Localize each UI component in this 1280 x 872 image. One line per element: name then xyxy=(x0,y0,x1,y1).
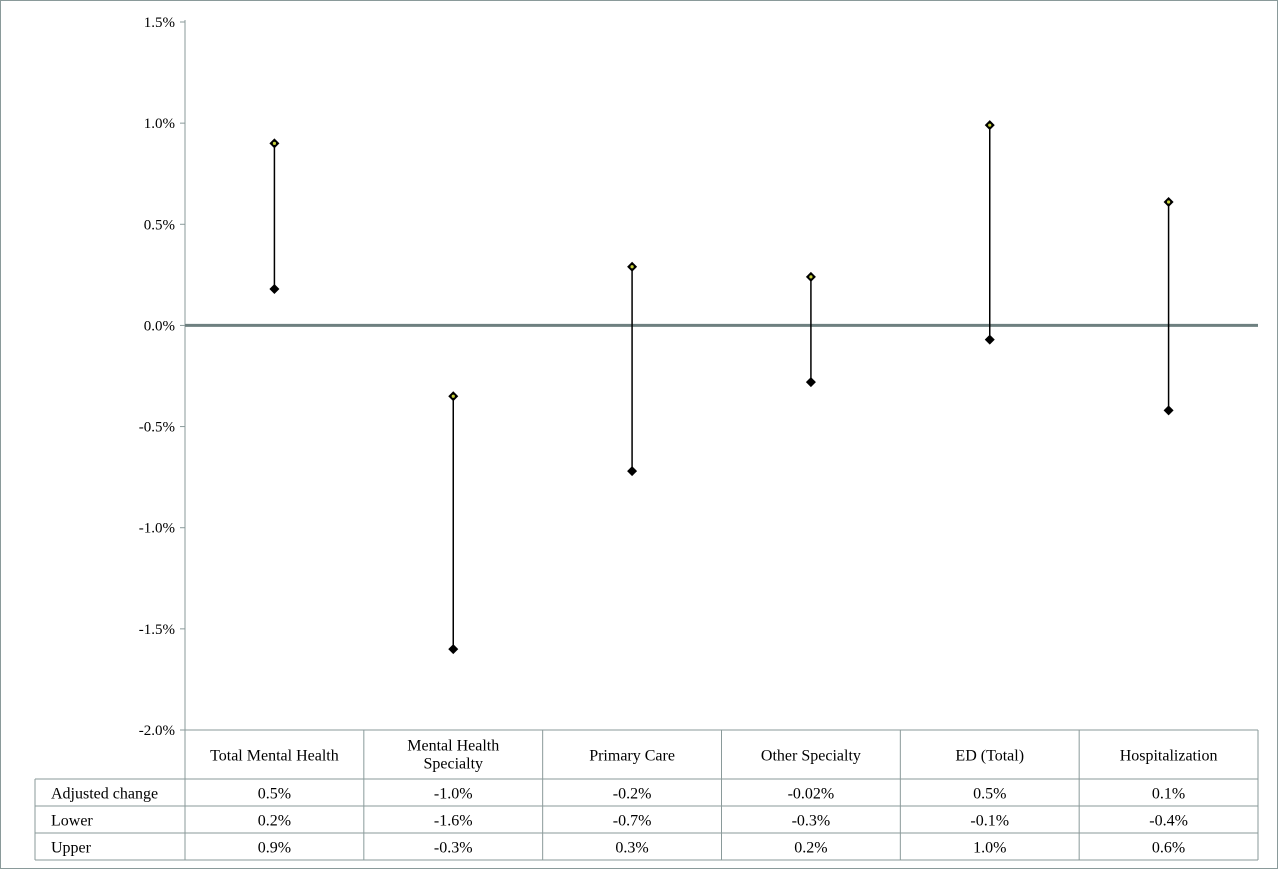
data-label: 0.9% xyxy=(258,840,291,857)
data-label: 0.2% xyxy=(258,813,291,830)
data-label: -0.7% xyxy=(613,813,652,830)
upper-marker-center xyxy=(809,275,813,279)
data-label: -0.4% xyxy=(1149,813,1188,830)
lower-marker xyxy=(627,466,638,477)
row-label: Lower xyxy=(51,813,93,830)
y-tick-label: -2.0% xyxy=(139,723,175,739)
lower-marker xyxy=(984,334,995,345)
category-label: ED (Total) xyxy=(955,748,1024,765)
upper-marker-center xyxy=(630,265,634,269)
data-label: 0.5% xyxy=(973,786,1006,803)
data-label: -1.0% xyxy=(434,786,473,803)
data-label: 0.5% xyxy=(258,786,291,803)
data-label: -1.6% xyxy=(434,813,473,830)
category-label: Hospitalization xyxy=(1120,748,1218,765)
y-tick-label: 0.0% xyxy=(144,318,175,334)
data-label: 1.0% xyxy=(973,840,1006,857)
data-label: -0.02% xyxy=(788,786,835,803)
upper-marker-center xyxy=(272,141,277,145)
row-label: Upper xyxy=(51,840,92,857)
upper-marker-center xyxy=(988,123,992,127)
upper-marker-center xyxy=(1166,200,1171,204)
category-label: Total Mental Health xyxy=(210,748,339,765)
lower-marker xyxy=(448,644,459,655)
upper-marker-center xyxy=(451,394,455,398)
data-label: 0.1% xyxy=(1152,786,1185,803)
lower-marker xyxy=(805,377,816,388)
lower-marker xyxy=(269,284,280,295)
data-label: -0.3% xyxy=(792,813,831,830)
data-label: -0.2% xyxy=(613,786,652,803)
y-tick-label: -0.5% xyxy=(139,420,175,436)
data-label: 0.2% xyxy=(794,840,827,857)
y-tick-label: 1.0% xyxy=(144,116,175,132)
lower-marker xyxy=(1163,405,1174,416)
category-label: Primary Care xyxy=(589,748,675,765)
data-label: -0.1% xyxy=(970,813,1009,830)
data-label: 0.3% xyxy=(615,840,648,857)
y-tick-label: -1.0% xyxy=(139,521,175,537)
category-label: Other Specialty xyxy=(761,748,861,765)
y-tick-label: 0.5% xyxy=(144,217,175,233)
category-label: Mental Health Specialty xyxy=(407,738,499,773)
data-label: 0.6% xyxy=(1152,840,1185,857)
data-label: -0.3% xyxy=(434,840,473,857)
row-label: Adjusted change xyxy=(51,786,158,803)
y-tick-label: -1.5% xyxy=(139,622,175,638)
y-tick-label: 1.5% xyxy=(144,15,175,31)
